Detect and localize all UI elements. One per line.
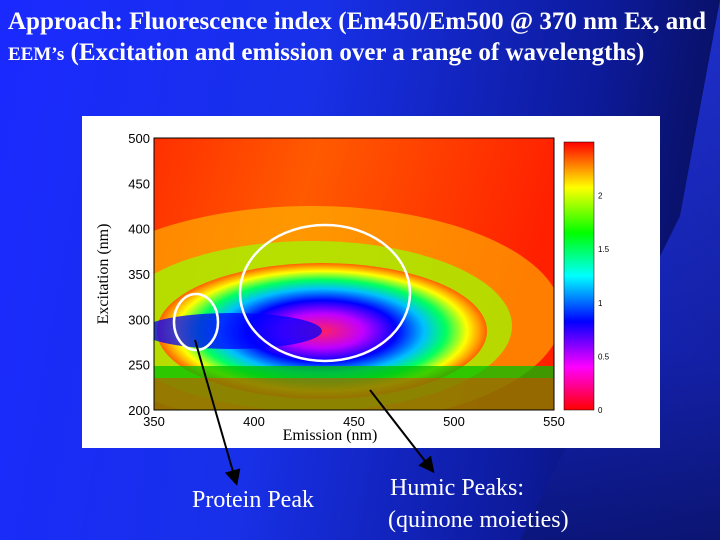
humic-peaks-label: Humic Peaks: [390, 475, 524, 501]
protein-peak-label: Protein Peak [192, 487, 314, 513]
humic-peaks-sublabel: (quinone moieties) [388, 507, 569, 533]
colorbar-tick-label: 2 [598, 192, 603, 201]
y-tick-label: 500 [128, 131, 150, 146]
x-tick-label: 500 [443, 414, 465, 429]
y-tick-label: 400 [128, 222, 150, 237]
x-tick-label: 400 [243, 414, 265, 429]
colorbar-tick-label: 0 [598, 406, 603, 415]
eem-chart-panel: 200 250 300 350 400 450 500 350 400 450 500 550 Ex… [82, 116, 660, 448]
x-axis-ticks: 350 400 450 500 550 [143, 414, 565, 429]
colorbar [563, 141, 595, 411]
x-tick-label: 350 [143, 414, 165, 429]
y-tick-label: 250 [128, 358, 150, 373]
x-tick-label: 450 [343, 414, 365, 429]
scatter-band-noise [154, 378, 554, 410]
colorbar-ticks: 0 0.5 1 1.5 2 [598, 192, 610, 415]
y-tick-label: 300 [128, 312, 150, 327]
x-tick-label: 550 [543, 414, 565, 429]
protein-peak-region [154, 313, 322, 349]
colorbar-tick-label: 1.5 [598, 245, 610, 254]
colorbar-tick-label: 1 [598, 299, 603, 308]
humic-peak-circle [238, 223, 412, 363]
y-tick-label: 450 [128, 176, 150, 191]
y-tick-label: 350 [128, 267, 150, 282]
plot-frame [153, 137, 555, 411]
y-tick-label: 200 [128, 403, 150, 418]
slide-title: Approach: Fluorescence index (Em450/Em50… [8, 8, 707, 66]
x-axis-label: Emission (nm) [283, 427, 378, 444]
y-axis-label: Excitation (nm) [95, 224, 112, 325]
colorbar-tick-label: 0.5 [598, 352, 610, 361]
y-axis-ticks: 200 250 300 350 400 450 500 [128, 131, 150, 418]
eem-heatmap-chart: 200 250 300 350 400 450 500 350 400 450 500 550 Ex… [95, 131, 610, 444]
